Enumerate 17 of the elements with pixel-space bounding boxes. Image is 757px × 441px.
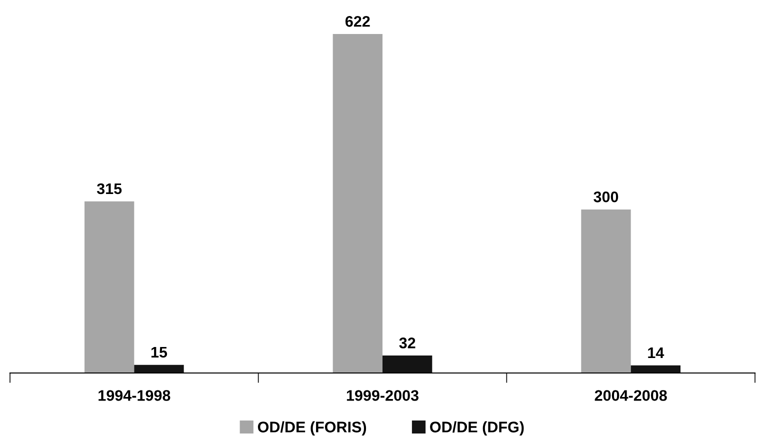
data-label: 300 — [594, 191, 618, 202]
data-label: 622 — [345, 16, 370, 27]
bar — [84, 201, 134, 373]
data-label: 14 — [648, 348, 664, 358]
data-label: 315 — [96, 183, 122, 194]
x-tick-label: 1999-2003 — [346, 390, 418, 401]
data-label: 15 — [151, 346, 168, 358]
bar — [134, 364, 184, 373]
bar — [332, 34, 382, 373]
data-label: 32 — [399, 338, 416, 348]
bar — [382, 356, 432, 373]
legend-label: OD/DE (FORIS) — [258, 421, 366, 436]
x-tick-label: 1994-1998 — [98, 390, 170, 401]
bar — [581, 209, 631, 373]
x-tick-label: 2004-2008 — [594, 390, 667, 401]
bar — [630, 365, 680, 373]
legend-label: OD/DE (DFG) — [430, 421, 524, 436]
